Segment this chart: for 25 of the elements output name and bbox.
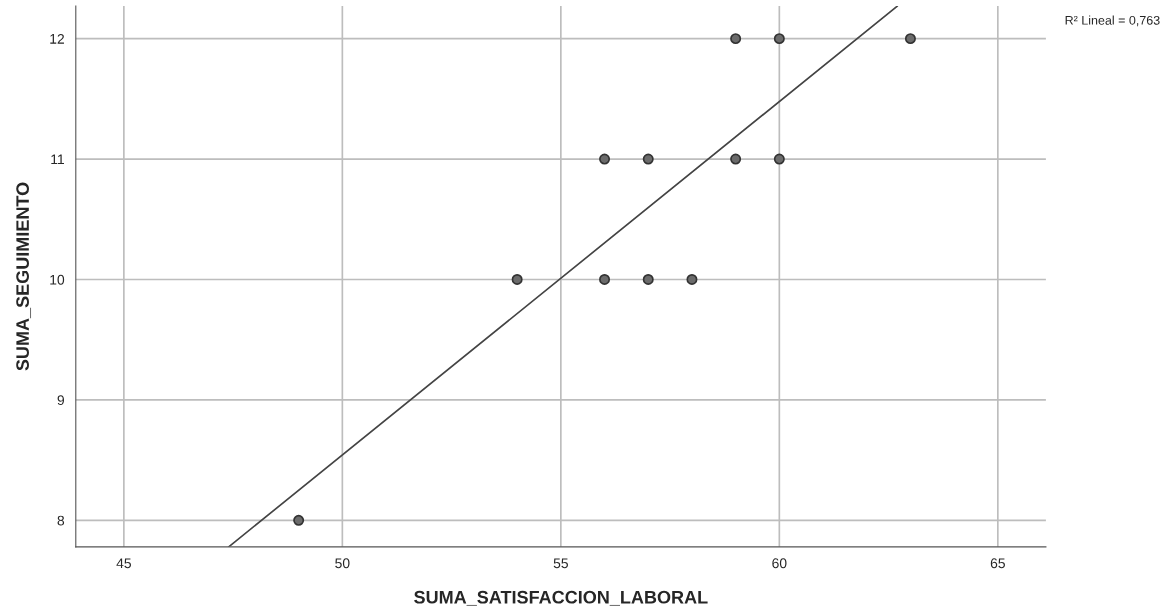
- x-tick-label: 55: [553, 558, 568, 569]
- text: R² Lineal = 0,763: [1065, 15, 1160, 27]
- x-tick-label: 65: [990, 558, 1005, 569]
- point: [773, 33, 785, 45]
- y-tick-label: 12: [50, 33, 64, 44]
- point: [511, 273, 523, 285]
- point: [599, 153, 611, 165]
- point: [642, 153, 654, 165]
- point: [730, 153, 742, 165]
- y-tick-label: 9: [57, 395, 65, 406]
- point: [773, 153, 785, 165]
- point: [686, 273, 698, 285]
- point: [642, 273, 654, 285]
- x-axis-title: SUMA_SATISFACCION_LABORAL: [414, 590, 708, 606]
- point: [599, 273, 611, 285]
- x-tick-label: 50: [335, 558, 350, 569]
- point: [730, 33, 742, 45]
- x-tick-label: 45: [116, 558, 131, 569]
- y-tick-label: 11: [51, 154, 64, 165]
- y-tick-label: 10: [50, 274, 65, 285]
- x-tick-label: 60: [772, 558, 787, 569]
- point: [293, 514, 305, 526]
- y-tick-label: 8: [57, 515, 65, 526]
- point: [904, 33, 916, 45]
- y-axis-title: SUMA_SEGUIMIENTO: [16, 182, 32, 371]
